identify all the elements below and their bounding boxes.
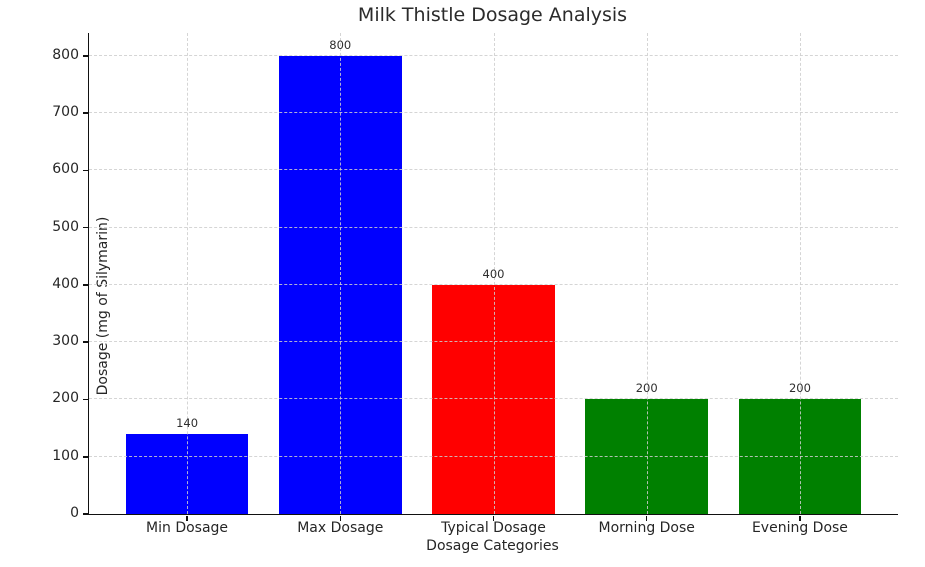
y-axis-tick [82,456,88,458]
bar-max-dosage [278,55,402,514]
gridline-horizontal [89,112,898,114]
x-axis-tick [645,515,648,521]
bar-value-label: 200 [635,381,658,396]
y-axis-tick [82,513,88,515]
x-tick-label: Max Dosage [297,520,384,536]
y-tick-label: 200 [52,390,79,407]
y-axis-tick [82,169,88,172]
bar-value-label: 200 [788,381,811,396]
bar-value-label: 400 [482,266,505,281]
y-axis-tick [82,226,88,229]
x-axis-tick [186,515,188,521]
y-axis-tick [82,112,88,114]
y-axis-tick [82,55,88,57]
bar-value-label: 800 [329,37,352,52]
x-axis-tick [492,515,495,521]
x-axis-label: Dosage Categories [426,538,559,554]
y-axis-tick [82,284,88,286]
bar-value-label: 140 [176,415,199,430]
gridline-horizontal [89,54,898,56]
gridline-horizontal [89,226,898,228]
y-tick-label: 700 [52,104,79,121]
y-tick-label: 600 [52,161,79,178]
x-tick-label: Min Dosage [146,520,229,536]
y-tick-label: 500 [52,218,79,235]
y-tick-label: 100 [52,447,79,464]
y-tick-label: 400 [52,275,79,292]
x-tick-label: Typical Dosage [441,520,546,536]
bar-min-dosage [125,433,249,514]
y-axis-label: Dosage (mg of Silymarin) [95,216,111,396]
bar-morning-dose [585,399,708,514]
x-tick-label: Evening Dose [751,520,848,536]
y-axis-tick [82,341,88,343]
y-tick-label: 0 [70,505,79,521]
bar-typical-dosage [432,284,555,514]
y-axis-tick [82,398,88,401]
x-tick-label: Morning Dose [598,520,695,536]
bar-evening-dose [738,399,862,514]
gridline-horizontal [89,169,898,171]
plot-area: Dosage (mg of Silymarin) 140 800 400 200 200… [52,33,898,536]
x-axis-tick [799,515,801,521]
x-axis-tick [339,515,342,521]
y-tick-label: 300 [52,333,79,350]
y-tick-label: 800 [52,46,79,63]
chart-title: Milk Thistle Dosage Analysis [357,4,628,26]
